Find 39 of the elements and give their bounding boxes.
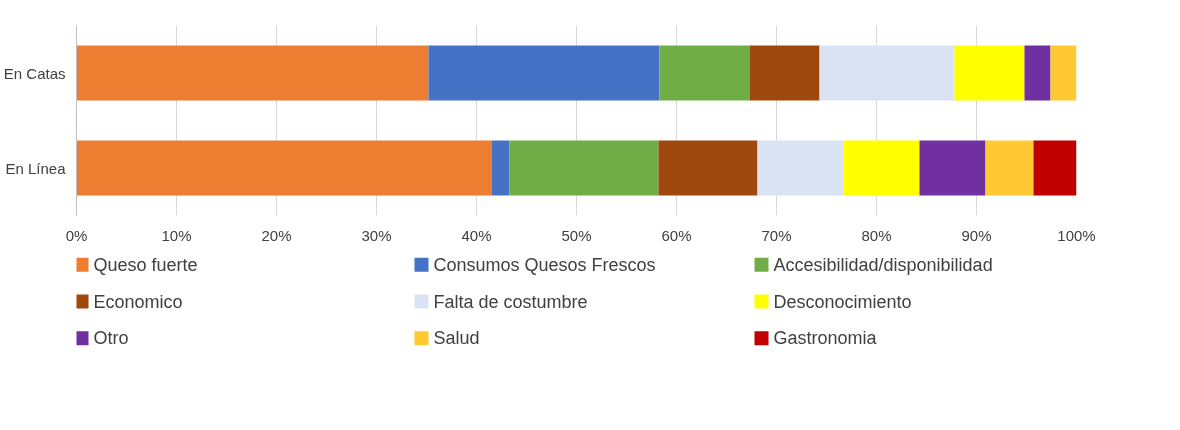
bar	[1033, 140, 1077, 196]
legend-label: Desconocimiento	[773, 291, 912, 312]
bar	[428, 45, 660, 101]
x-tick-label: 60%	[661, 226, 692, 244]
bar	[919, 140, 986, 196]
legend-label: Otro	[93, 328, 129, 349]
x-tick-label: 0%	[65, 226, 88, 244]
bar	[749, 45, 820, 101]
legend-label: Gastronomia	[773, 328, 878, 349]
bar	[819, 45, 955, 101]
bar	[1024, 45, 1051, 101]
legend-label: Economico	[93, 291, 183, 312]
x-tick-label: 30%	[361, 226, 392, 244]
legend-label: Salud	[433, 328, 480, 349]
bar	[843, 140, 920, 196]
bar	[954, 45, 1025, 101]
bar	[1050, 45, 1077, 101]
x-tick-label: 100%	[1057, 226, 1096, 244]
y-tick-label: En Línea	[5, 159, 67, 177]
bar	[985, 140, 1034, 196]
x-tick-label: 80%	[861, 226, 892, 244]
bar	[757, 140, 844, 196]
x-tick-label: 40%	[461, 226, 492, 244]
x-tick-label: 20%	[261, 226, 292, 244]
bar	[659, 45, 750, 101]
bar	[509, 140, 659, 196]
legend-label: Accesibilidad/disponibilidad	[773, 254, 993, 275]
legend-label: Queso fuerte	[93, 254, 198, 275]
legend-label: Falta de costumbre	[433, 291, 588, 312]
bar	[491, 140, 510, 196]
bar	[76, 140, 492, 196]
x-tick-label: 50%	[561, 226, 592, 244]
x-tick-label: 70%	[761, 226, 792, 244]
x-tick-label: 90%	[961, 226, 992, 244]
bar	[658, 140, 758, 196]
legend-label: Consumos Quesos Frescos	[433, 254, 656, 275]
bar	[76, 45, 429, 101]
y-tick-label: En Catas	[3, 64, 66, 82]
x-tick-label: 10%	[161, 226, 192, 244]
